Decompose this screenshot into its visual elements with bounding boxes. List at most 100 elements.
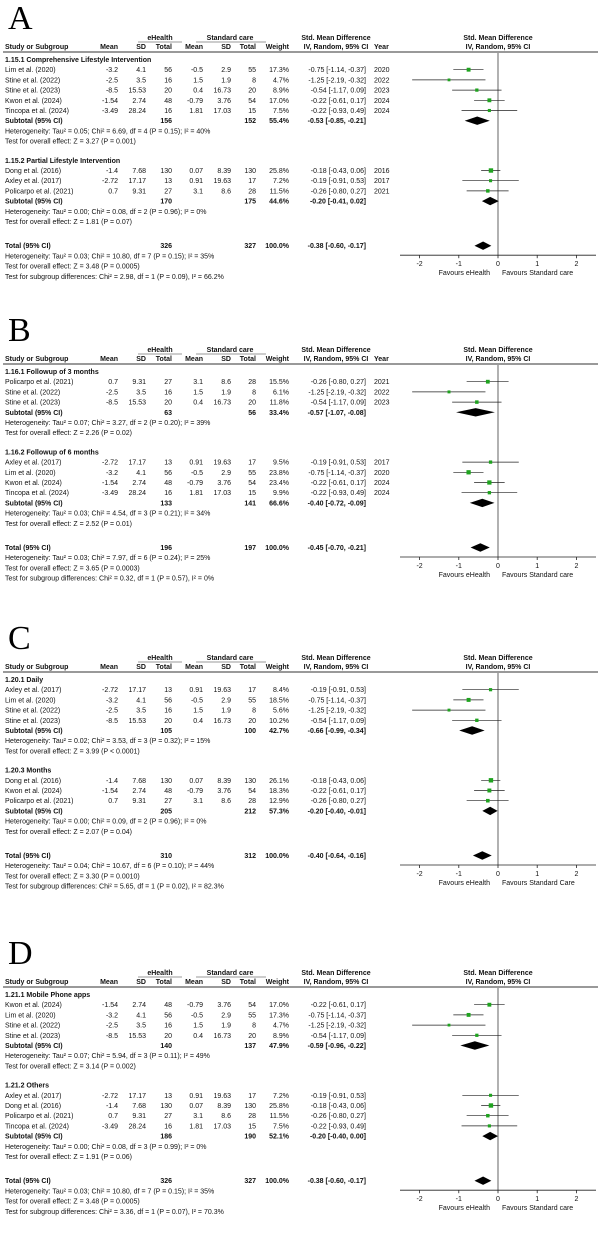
total-diamond [474, 241, 492, 250]
footer-line-2: Test for overall effect: Z = 3.30 (P = 0… [5, 873, 140, 880]
study-year: 2022 [374, 77, 390, 84]
standard-mean: 0.07 [189, 778, 203, 785]
point-estimate [488, 778, 494, 783]
header-c-mean: Mean [185, 979, 203, 986]
standard-mean: 0.91 [189, 1093, 203, 1100]
standard-sd: 19.63 [213, 687, 231, 694]
subgroup-overall-effect: Test for overall effect: Z = 1.81 (P = 0… [5, 219, 132, 226]
total-label: Total (95% CI) [5, 853, 51, 860]
point-estimate [487, 491, 492, 495]
study-name: Lim et al. (2020) [5, 67, 56, 74]
ehealth-sd: 4.1 [136, 697, 146, 704]
x-tick-label: 1 [535, 563, 539, 570]
point-estimate [486, 1113, 490, 1118]
footer-line-2: Test for overall effect: Z = 3.65 (P = 0… [5, 565, 140, 572]
study-name: Kwon et al. (2024) [5, 98, 62, 105]
subtotal-diamond [482, 1131, 498, 1141]
header-study: Study or Subgroup [5, 356, 68, 363]
standard-mean: 1.5 [193, 389, 203, 396]
study-name: Dong et al. (2016) [5, 778, 61, 785]
standard-mean: 1.5 [193, 77, 203, 84]
study-year: 2021 [374, 188, 390, 195]
x-tick-label: 0 [496, 261, 500, 268]
standard-mean: 0.91 [189, 687, 203, 694]
subtotal-weight: 57.3% [269, 808, 290, 815]
ehealth-mean: 0.7 [108, 188, 118, 195]
total-ehealth: 326 [160, 1178, 172, 1185]
x-tick-label: 0 [496, 871, 500, 878]
header-smd-sub: IV, Random, 95% CI [304, 356, 369, 363]
subtotal-ehealth-total: 186 [160, 1134, 172, 1141]
study-year: 2024 [374, 98, 390, 105]
point-estimate [488, 168, 494, 173]
study-name: Policarpo et al. (2021) [5, 1113, 73, 1120]
study-ci-text: -0.18 [-0.43, 0.06] [311, 168, 366, 175]
ehealth-mean: -3.2 [106, 67, 118, 74]
ehealth-sd: 17.17 [128, 178, 146, 185]
standard-sd: 1.9 [221, 1023, 231, 1030]
ehealth-sd: 7.68 [132, 778, 146, 785]
ehealth-sd: 4.1 [136, 67, 146, 74]
point-estimate [447, 708, 451, 712]
study-weight: 23.4% [269, 480, 289, 487]
ehealth-mean: -2.72 [102, 178, 118, 185]
ehealth-mean: -1.4 [106, 168, 118, 175]
total-weight: 100.0% [265, 853, 290, 860]
forest-panel-b: B eHealth Standard care Std. Mean Differen… [0, 312, 605, 620]
subtotal-ehealth-total: 205 [160, 808, 172, 815]
subtotal-label: Subtotal (95% CI) [5, 728, 63, 735]
subtotal-label: Subtotal (95% CI) [5, 808, 63, 815]
ehealth-total: 16 [164, 1123, 172, 1130]
standard-total: 20 [248, 1033, 256, 1040]
total-ehealth: 310 [160, 853, 172, 860]
standard-total: 8 [252, 1023, 256, 1030]
forest-panel-d: D eHealth Standard care Std. Mean Differen… [0, 935, 605, 1249]
x-tick-label: -2 [416, 261, 422, 268]
panel-label-d: D [8, 935, 33, 972]
standard-total: 28 [248, 1113, 256, 1120]
ehealth-sd: 3.5 [136, 389, 146, 396]
study-weight: 4.7% [273, 77, 289, 84]
standard-sd: 3.76 [217, 1002, 231, 1009]
total-diamond [470, 543, 490, 552]
study-ci-text: -0.19 [-0.91, 0.53] [311, 178, 366, 185]
standard-total: 20 [248, 718, 256, 725]
ehealth-sd: 15.53 [128, 718, 146, 725]
standard-mean: 3.1 [193, 798, 203, 805]
x-tick-label: 1 [535, 871, 539, 878]
ehealth-sd: 28.24 [128, 490, 146, 497]
header-smd-sub: IV, Random, 95% CI [304, 979, 369, 986]
study-name: Lim et al. (2020) [5, 697, 56, 704]
header-c-total: Total [240, 356, 256, 363]
subtotal-ci-text: -0.40 [-0.72, -0.09] [308, 500, 366, 507]
subtotal-ehealth-total: 133 [160, 500, 172, 507]
subgroup-title: 1.20.1 Daily [5, 677, 43, 684]
total-diamond [474, 1176, 492, 1185]
standard-mean: -0.5 [191, 697, 203, 704]
standard-sd: 2.9 [221, 470, 231, 477]
ehealth-sd: 9.31 [132, 379, 146, 386]
ehealth-mean: -2.72 [102, 687, 118, 694]
study-name: Stine et al. (2022) [5, 77, 60, 84]
ehealth-mean: -1.54 [102, 480, 118, 487]
standard-total: 130 [244, 1103, 256, 1110]
standard-mean: 1.81 [189, 108, 203, 115]
subtotal-standard-total: 152 [244, 118, 256, 125]
header-smd-sub: IV, Random, 95% CI [304, 44, 369, 51]
x-tick-label: -1 [456, 1196, 462, 1203]
subtotal-standard-total: 56 [248, 410, 256, 417]
study-weight: 11.8% [270, 400, 289, 407]
subgroup-title: 1.20.3 Months [5, 768, 51, 775]
study-weight: 9.9% [273, 490, 289, 497]
total-standard: 327 [244, 1178, 256, 1185]
ehealth-sd: 3.5 [136, 77, 146, 84]
header-smd-sub: IV, Random, 95% CI [304, 664, 369, 671]
header-c-mean: Mean [185, 356, 203, 363]
header-year: Year [374, 356, 389, 363]
standard-mean: 0.07 [189, 168, 203, 175]
header-e-mean: Mean [100, 44, 118, 51]
ehealth-sd: 3.5 [136, 708, 146, 715]
header-group-standard: Standard care [207, 347, 254, 354]
subgroup-title: 1.16.2 Followup of 6 months [5, 449, 99, 456]
standard-total: 20 [248, 88, 256, 95]
